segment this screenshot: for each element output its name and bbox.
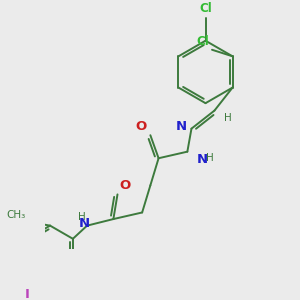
Text: O: O — [119, 179, 130, 192]
Text: H: H — [224, 113, 232, 123]
Text: I: I — [25, 288, 30, 300]
Text: Cl: Cl — [199, 2, 212, 15]
Text: N: N — [197, 153, 208, 166]
Text: Cl: Cl — [197, 35, 209, 48]
Text: N: N — [176, 120, 188, 133]
Text: H: H — [78, 212, 86, 221]
Text: O: O — [136, 120, 147, 133]
Text: H: H — [206, 153, 214, 163]
Text: N: N — [79, 217, 90, 230]
Text: CH₃: CH₃ — [6, 210, 26, 220]
